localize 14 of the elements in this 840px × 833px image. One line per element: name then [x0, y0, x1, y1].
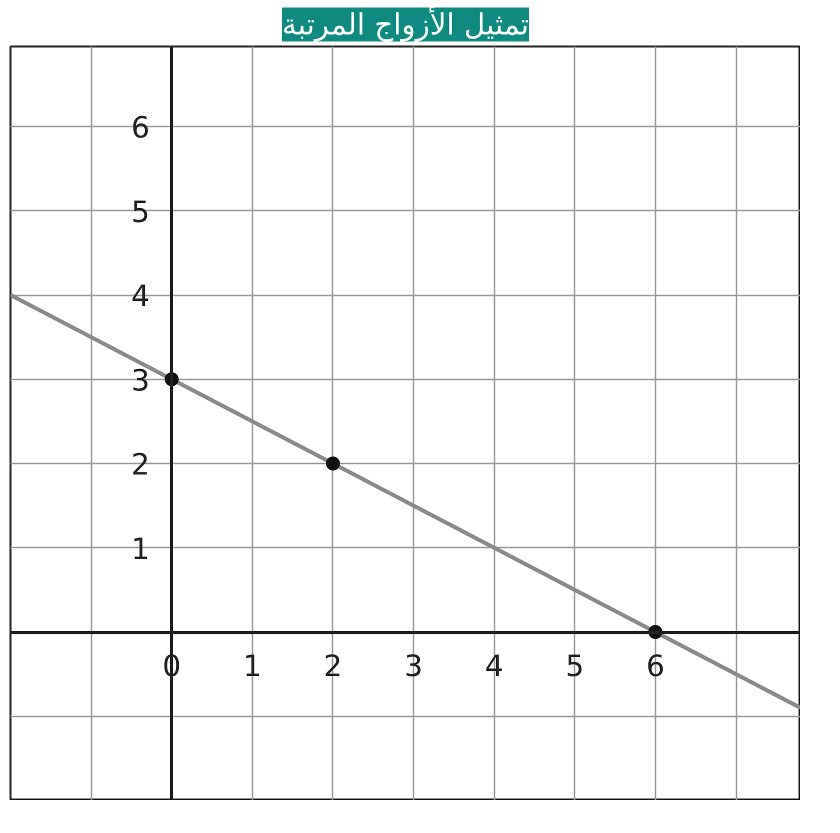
y-tick-label: 6 [131, 110, 150, 145]
x-tick-label: 3 [404, 649, 423, 684]
chart-title: تمثيل الأزواج المرتبة [282, 6, 529, 42]
y-tick-label: 5 [131, 194, 150, 229]
x-tick-label: 2 [324, 649, 342, 684]
y-tick-label: 2 [131, 448, 150, 482]
point [326, 456, 340, 471]
y-tick-label: 3 [131, 363, 150, 398]
x-tick-label: 1 [243, 649, 262, 684]
x-tick-label: 5 [565, 649, 584, 684]
x-tick-label: 6 [646, 649, 665, 684]
y-tick-label: 1 [131, 532, 150, 566]
y-tick-label: 4 [131, 279, 150, 314]
x-tick-label: 4 [484, 649, 504, 684]
